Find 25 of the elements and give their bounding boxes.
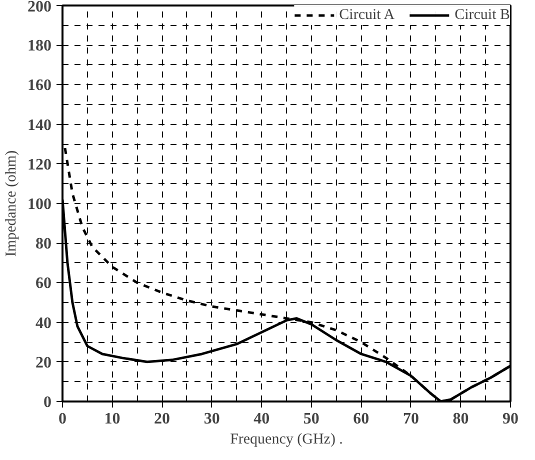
x-tick-label: 30 [204,410,220,428]
y-axis-title: Impedance (ohm) [4,150,20,257]
x-tick-label: 90 [502,410,518,428]
y-tick-label: 180 [28,38,52,55]
y-tick-label: 100 [28,196,52,213]
y-tick-label: 200 [28,0,52,16]
y-tick-label: 140 [28,116,52,134]
y-tick-label: 20 [36,354,52,372]
legend-label: Circuit A [339,6,395,24]
x-tick-label: 80 [452,410,469,428]
x-tick-label: 0 [58,410,66,428]
y-tick-label: 40 [36,314,52,332]
x-axis-title: Frequency (GHz) . [230,432,343,448]
legend-label: Circuit B [454,6,510,24]
x-tick-label: 10 [104,410,120,428]
x-tick-label: 50 [303,410,320,428]
x-tick-label: 20 [154,410,170,428]
y-tick-label: 120 [28,156,52,174]
y-tick-label: 0 [44,394,52,411]
x-tick-label: 40 [254,410,270,428]
x-tick-label: 60 [353,410,370,428]
x-tick-label: 70 [402,410,419,428]
y-tick-label: 60 [36,275,52,292]
y-tick-label: 160 [28,77,52,94]
y-tick-label: 80 [36,236,52,253]
